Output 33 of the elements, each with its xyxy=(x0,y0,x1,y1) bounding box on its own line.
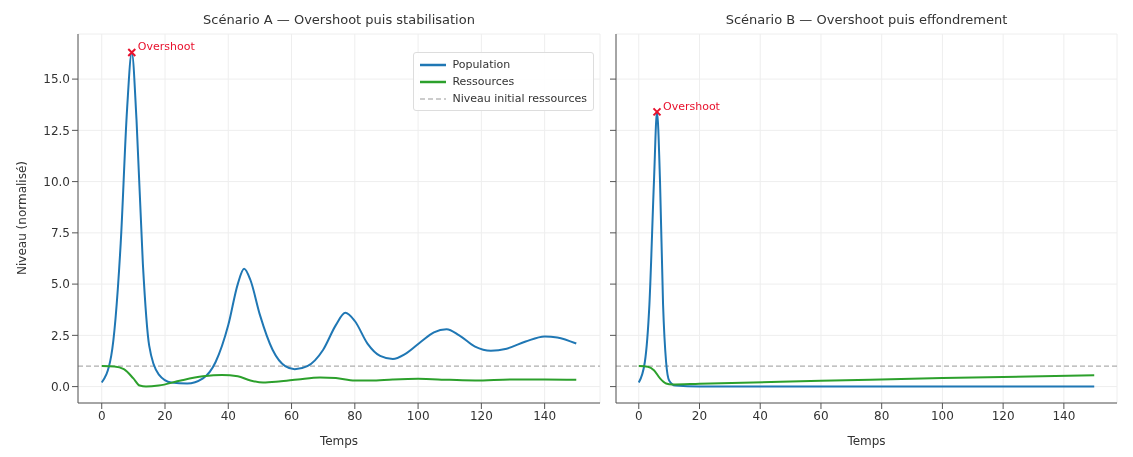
x-tick-label: 80 xyxy=(347,408,363,423)
x-tick-label: 100 xyxy=(406,408,430,423)
x-tick-label: 40 xyxy=(752,408,768,423)
x-tick-label: 20 xyxy=(157,408,173,423)
legend-label: Ressources xyxy=(451,74,516,90)
x-tick-label: 60 xyxy=(283,408,300,423)
legend-label: Niveau initial ressources xyxy=(451,91,587,107)
x-tick-label: 100 xyxy=(930,408,954,423)
x-tick-label: 40 xyxy=(220,408,236,423)
chart-title: Scénario A — Overshoot puis stabilisation xyxy=(202,12,476,27)
x-axis-title: Temps xyxy=(318,434,359,448)
x-tick-label: 140 xyxy=(1052,408,1076,423)
annotation: Overshoot xyxy=(662,99,721,113)
x-tick-label: 140 xyxy=(533,408,557,423)
x-tick-label: 80 xyxy=(874,408,890,423)
y-tick-label: 7.5 xyxy=(50,226,70,241)
chart-title: Scénario B — Overshoot puis effondrement xyxy=(724,12,1009,27)
y-tick-label: 15.0 xyxy=(43,72,70,87)
y-tick-label: 10.0 xyxy=(43,174,70,189)
annotation: Overshoot xyxy=(137,40,196,54)
x-tick-label: 20 xyxy=(691,408,708,423)
y-tick-label: 0.0 xyxy=(50,379,70,394)
y-tick-label: 12.5 xyxy=(43,123,70,138)
x-tick-label: 60 xyxy=(813,408,829,423)
x-tick-label: 0 xyxy=(97,408,106,423)
x-tick-label: 0 xyxy=(634,408,643,423)
x-tick-label: 120 xyxy=(469,408,493,423)
x-tick-label: 120 xyxy=(991,408,1015,423)
y-tick-label: 2.5 xyxy=(50,328,70,343)
x-axis-title: Temps xyxy=(846,434,886,448)
legend-label: Population xyxy=(451,57,512,73)
y-axis-title: Niveau (normalisé) xyxy=(14,161,29,275)
y-tick-label: 5.0 xyxy=(50,277,70,292)
